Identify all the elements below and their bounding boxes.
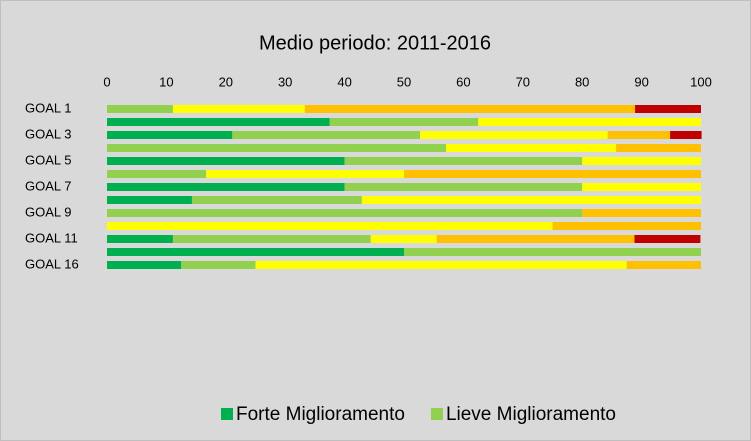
bar-segment bbox=[329, 118, 479, 126]
x-tick-label: 20 bbox=[219, 74, 233, 89]
bar-segment bbox=[107, 131, 233, 139]
bar-segment bbox=[304, 105, 636, 113]
bar-segment bbox=[107, 144, 447, 152]
bar-segment bbox=[206, 170, 404, 178]
x-tick-label: 50 bbox=[397, 74, 411, 89]
bar-segment bbox=[420, 131, 608, 139]
bar-segment bbox=[344, 157, 583, 165]
bar-segment bbox=[626, 261, 701, 269]
x-tick-label: 80 bbox=[575, 74, 589, 89]
bar-segment bbox=[478, 118, 701, 126]
x-tick-label: 40 bbox=[337, 74, 351, 89]
bar-segment bbox=[107, 222, 553, 230]
bar-segment bbox=[582, 157, 701, 165]
legend-label: Forte Miglioramento bbox=[236, 404, 405, 425]
x-tick-label: 90 bbox=[634, 74, 648, 89]
bar-segment bbox=[107, 157, 345, 165]
bar-segment bbox=[552, 222, 701, 230]
bar-segment bbox=[607, 131, 671, 139]
bar-segment bbox=[370, 235, 437, 243]
bar-segment bbox=[107, 183, 345, 191]
bar-segment bbox=[361, 196, 701, 204]
bar-segment bbox=[107, 209, 583, 217]
x-tick-label: 30 bbox=[278, 74, 292, 89]
bar-segment bbox=[172, 235, 371, 243]
x-tick-label: 60 bbox=[456, 74, 470, 89]
bar-segment bbox=[107, 235, 173, 243]
chart-title: Medio periodo: 2011-2016 bbox=[259, 32, 491, 54]
legend-label: Lieve Miglioramento bbox=[446, 404, 616, 425]
bar-segment bbox=[616, 144, 701, 152]
y-tick-label: GOAL 1 bbox=[25, 100, 71, 115]
bar-segment bbox=[344, 183, 583, 191]
bar-segment bbox=[255, 261, 627, 269]
bar-segment bbox=[191, 196, 362, 204]
bar-segment bbox=[634, 235, 701, 243]
bar-segment bbox=[446, 144, 617, 152]
bar-segment bbox=[107, 170, 207, 178]
x-tick-label: 0 bbox=[103, 74, 110, 89]
x-tick-label: 70 bbox=[516, 74, 530, 89]
y-tick-label: GOAL 11 bbox=[25, 230, 78, 245]
y-tick-label: GOAL 9 bbox=[25, 204, 71, 219]
y-tick-label: GOAL 7 bbox=[25, 178, 71, 193]
bar-segment bbox=[107, 261, 182, 269]
bar-segment bbox=[635, 105, 701, 113]
bar-segment bbox=[107, 248, 404, 256]
bar-segment bbox=[181, 261, 256, 269]
y-tick-label: GOAL 16 bbox=[25, 256, 79, 271]
bar-segment bbox=[232, 131, 421, 139]
bar-segment bbox=[172, 105, 305, 113]
bar-segment bbox=[582, 209, 701, 217]
x-tick-label: 100 bbox=[690, 74, 712, 89]
legend-swatch bbox=[430, 408, 443, 420]
y-tick-label: GOAL 5 bbox=[25, 152, 71, 167]
bar-segment bbox=[436, 235, 635, 243]
legend-swatch bbox=[221, 408, 233, 420]
bar-segment bbox=[670, 131, 702, 139]
x-tick-label: 10 bbox=[159, 74, 173, 89]
bar-segment bbox=[107, 118, 330, 126]
bar-segment bbox=[107, 105, 173, 113]
bar-segment bbox=[404, 170, 701, 178]
bar-segment bbox=[107, 196, 192, 204]
bar-segment bbox=[404, 248, 701, 256]
y-tick-label: GOAL 3 bbox=[25, 126, 71, 141]
bar-segment bbox=[582, 183, 701, 191]
